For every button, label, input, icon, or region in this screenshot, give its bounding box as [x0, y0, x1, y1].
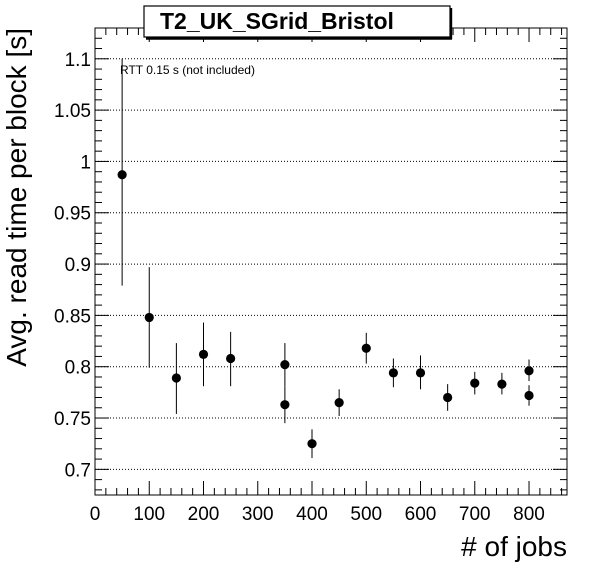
x-tick-label: 800 — [513, 504, 545, 525]
data-point — [415, 368, 426, 378]
data-point — [524, 390, 534, 401]
x-tick-label: 500 — [350, 504, 382, 525]
title-box — [143, 5, 451, 38]
y-tick-label: 0.95 — [54, 204, 91, 225]
y-tick-label: 1.1 — [65, 50, 91, 71]
axis-ticks — [94, 27, 567, 495]
data-point — [470, 378, 480, 388]
error-bars — [121, 58, 530, 459]
data-point — [198, 349, 209, 359]
data-points — [117, 170, 534, 449]
y-tick-label: 1.05 — [54, 101, 91, 122]
y-tick-label: 0.7 — [65, 460, 91, 481]
x-tick-label: 400 — [296, 504, 328, 525]
y-tick-label: 1 — [80, 152, 91, 173]
y-tick-label: 0.85 — [54, 306, 91, 327]
data-point — [280, 360, 290, 370]
data-point — [144, 312, 154, 323]
x-tick-label: 100 — [133, 504, 165, 525]
data-point — [226, 353, 236, 364]
data-point — [443, 392, 453, 403]
annotation-rtt: RTT 0.15 s (not included) — [120, 63, 255, 77]
data-point — [117, 170, 127, 180]
data-point — [524, 366, 534, 376]
y-tick-label: 0.75 — [54, 409, 91, 430]
chart-title: T2_UK_SGrid_Bristol — [160, 8, 394, 34]
x-tick-label: 200 — [188, 504, 220, 525]
data-point — [280, 400, 290, 410]
y-tick-label: 0.8 — [65, 358, 91, 379]
data-point — [361, 343, 371, 353]
plot-frame — [94, 27, 568, 496]
data-point — [334, 398, 344, 408]
x-axis-label: # of jobs — [461, 531, 567, 562]
data-point — [307, 439, 317, 449]
x-tick-label: 300 — [242, 504, 274, 525]
x-tick-label: 0 — [90, 504, 101, 525]
x-tick-label: 600 — [405, 504, 437, 525]
data-point — [388, 368, 398, 378]
data-point — [171, 373, 181, 383]
y-axis-label: Avg. read time per block [s] — [1, 28, 32, 367]
x-tick-label: 700 — [459, 504, 491, 525]
y-tick-label: 0.9 — [65, 255, 91, 276]
grid-lines — [95, 58, 567, 470]
data-point — [497, 379, 507, 389]
tick-labels: 0.7 0.75 0.8 0.85 0.9 0.95 1 1.05 1.1 0 100 200 300 4… — [54, 50, 545, 525]
